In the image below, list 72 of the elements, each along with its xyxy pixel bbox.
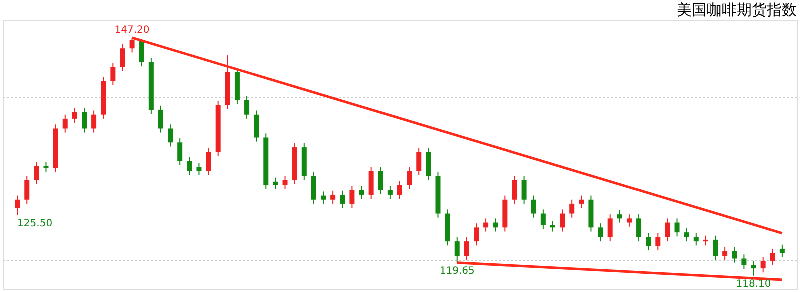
annotation: 119.65 [440,266,475,278]
annotation: 118.10 [736,278,772,290]
candlestick [617,210,622,224]
candlestick [493,218,498,232]
candlestick [62,114,68,134]
candlestick [522,176,527,204]
candlestick [570,199,575,218]
candlestick [24,176,30,204]
annotation: 147.20 [114,24,150,36]
candlestick [464,236,470,261]
candlestick [388,185,393,200]
candlestick [92,110,97,134]
candlestick [196,162,202,176]
candlestick [656,232,661,252]
candlestick [722,246,728,261]
candlestick [34,162,40,185]
candlestick [158,105,164,134]
candlestick [44,162,49,173]
candlestick [742,254,747,270]
candlestick [646,232,652,252]
candlestick [321,191,326,204]
candlestick [72,108,78,124]
candlestick [407,166,412,190]
candlestick [703,235,708,246]
candlestick [330,190,336,204]
candlestick [598,223,604,242]
candlestick [398,180,402,200]
candlestick [350,185,355,209]
candlestick [359,185,364,200]
candlestick [674,218,680,238]
candlestick [273,177,278,190]
candlestick [244,96,250,120]
candlestick [540,209,546,230]
candlestick [368,166,374,200]
chart-title: 美国咖啡期货指数 [677,1,797,19]
candlestick [531,195,536,218]
candlestick [15,195,20,216]
candlestick [713,235,718,261]
candlestick [416,148,422,176]
candlestick [608,214,613,242]
candlestick [82,108,87,134]
candlestick [454,236,460,264]
candlestick [780,244,785,258]
candlestick [110,62,116,86]
candlestick [340,190,346,209]
candlestick [636,214,642,242]
candlestick [282,176,288,190]
candlestick [168,124,174,148]
candlestick [178,138,183,166]
candlestick [665,218,670,242]
candlestick [684,228,690,242]
candlestick [254,110,260,142]
annotation: 125.50 [18,218,53,230]
candlestick [732,246,738,264]
candlestick [770,248,776,266]
candlestick [120,44,126,72]
candlestick [550,220,556,232]
candlestick [560,209,566,232]
candlestick [751,260,756,276]
candlestick [206,148,212,176]
candlestick [484,218,489,232]
candlestick [626,214,632,228]
candlestick [311,172,316,204]
candlestick [694,232,699,246]
candlestick [579,195,584,209]
candlestick [426,148,432,181]
candlestick [760,256,766,274]
candlestick [187,156,192,176]
candlestick [474,223,479,246]
candlestick [512,176,518,204]
candlestick [378,166,384,195]
candlestick [130,37,135,54]
